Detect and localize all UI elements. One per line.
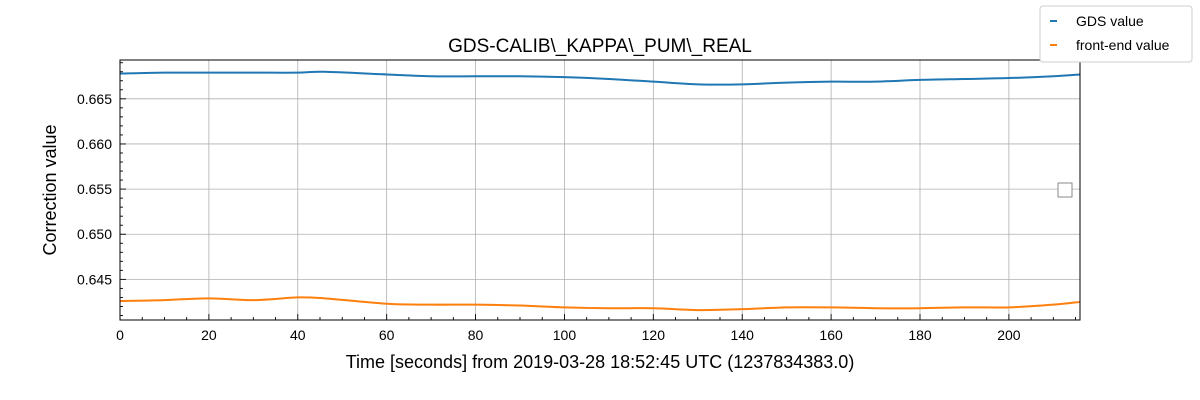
x-axis-ticks: 0 20 40 60 80 100 120 140 160 180 200 bbox=[116, 314, 1077, 343]
chart-title: GDS-CALIB\_KAPPA\_PUM\_REAL bbox=[448, 36, 752, 57]
legend-label: front-end value bbox=[1076, 37, 1170, 53]
legend: GDS value front-end value bbox=[1039, 5, 1193, 63]
x-tick-label: 80 bbox=[468, 327, 484, 343]
y-tick-label: 0.655 bbox=[77, 181, 112, 197]
x-tick-label: 20 bbox=[201, 327, 217, 343]
x-tick-label: 200 bbox=[997, 327, 1021, 343]
y-axis-label: Correction value bbox=[40, 124, 60, 255]
y-tick-label: 0.665 bbox=[77, 91, 112, 107]
y-tick-label: 0.660 bbox=[77, 136, 112, 152]
series-line-1 bbox=[119, 296, 1081, 312]
x-tick-label: 120 bbox=[642, 327, 666, 343]
x-tick-label: 40 bbox=[290, 327, 306, 343]
x-axis-label: Time [seconds] from 2019-03-28 18:52:45 … bbox=[346, 352, 855, 372]
series-lines bbox=[119, 70, 1081, 312]
legend-box bbox=[1039, 5, 1193, 63]
legend-label: GDS value bbox=[1076, 13, 1144, 29]
x-tick-label: 100 bbox=[553, 327, 577, 343]
plot-frame bbox=[119, 59, 1081, 321]
x-tick-label: 60 bbox=[379, 327, 395, 343]
x-tick-label: 180 bbox=[908, 327, 932, 343]
x-tick-label: 140 bbox=[731, 327, 755, 343]
y-tick-label: 0.645 bbox=[77, 271, 112, 287]
x-tick-label: 0 bbox=[116, 327, 124, 343]
empty-legend-marker bbox=[1057, 182, 1073, 198]
grid bbox=[119, 60, 1080, 320]
x-tick-label: 160 bbox=[819, 327, 843, 343]
y-tick-label: 0.650 bbox=[77, 226, 112, 242]
series-line-0 bbox=[119, 70, 1081, 86]
y-axis-ticks: 0.645 0.650 0.655 0.660 0.665 bbox=[77, 62, 126, 316]
